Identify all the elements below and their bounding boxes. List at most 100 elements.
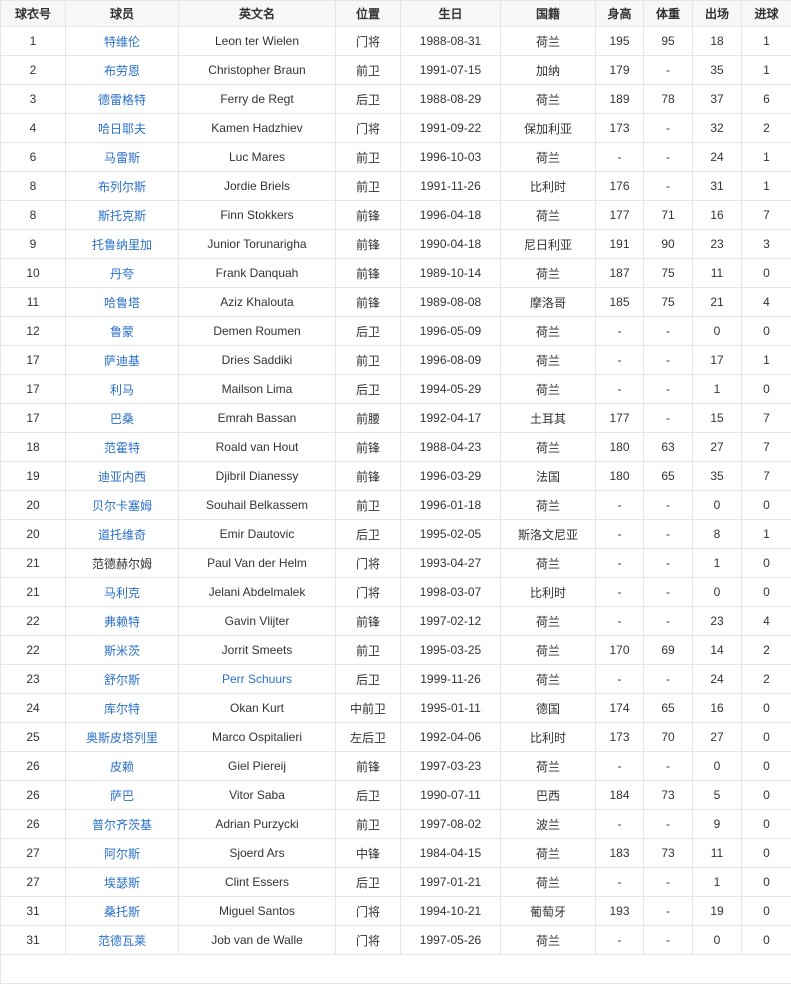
- player-link[interactable]: 阿尔斯: [103, 846, 140, 861]
- player-link[interactable]: 鲁蒙: [109, 324, 134, 339]
- table-row: 21 范德赫尔姆 Paul Van der Helm 门将 1993-04-27 荷兰 - -…: [0, 548, 791, 578]
- cell-player: 奥斯皮塔列里: [65, 722, 179, 752]
- cell-text: 174: [609, 701, 630, 715]
- cell-text: 前卫: [355, 817, 380, 832]
- table-row: 3 德雷格特 Ferry de Regt 后卫 1988-08-29 荷兰 189 78 37 6: [0, 84, 791, 114]
- cell-appearances: 27: [692, 432, 742, 462]
- cell-text: 23: [710, 614, 724, 628]
- cell-text: 37: [710, 92, 724, 106]
- player-link[interactable]: 丹夸: [109, 266, 134, 281]
- player-link[interactable]: 布劳恩: [103, 63, 140, 78]
- cell-text: 荷兰: [535, 324, 560, 339]
- cell-text: 1991-07-15: [419, 63, 482, 77]
- player-link[interactable]: 贝尔卡塞姆: [91, 498, 152, 513]
- player-link[interactable]: 特维伦: [103, 34, 140, 49]
- player-link[interactable]: 奥斯皮塔列里: [85, 730, 158, 745]
- cell-number: 10: [0, 258, 66, 288]
- player-link[interactable]: 埃瑟斯: [103, 875, 140, 890]
- cell-text: Souhail Belkassem: [205, 498, 309, 512]
- player-link[interactable]: 库尔特: [103, 701, 140, 716]
- cell-goals: 0: [741, 316, 791, 346]
- cell-text: Giel Piereij: [227, 759, 287, 773]
- cell-text: -: [617, 585, 622, 599]
- cell-appearances: 16: [692, 693, 742, 723]
- cell-text: 75: [661, 295, 675, 309]
- cell-text: 7: [763, 208, 770, 222]
- player-link[interactable]: 桑托斯: [103, 904, 140, 919]
- cell-position: 门将: [335, 26, 401, 56]
- cell-text: -: [617, 614, 622, 628]
- cell-position: 前卫: [335, 171, 401, 201]
- cell-birthday: 1997-08-02: [400, 809, 501, 839]
- player-link[interactable]: 托鲁纳里加: [91, 237, 152, 252]
- player-link[interactable]: 巴桑: [109, 411, 134, 426]
- cell-weight: -: [643, 345, 693, 375]
- cell-appearances: 19: [692, 896, 742, 926]
- player-link[interactable]: 利马: [109, 382, 134, 397]
- player-link[interactable]: 范德瓦莱: [97, 933, 146, 948]
- cell-weight: -: [643, 925, 693, 955]
- player-link[interactable]: 德雷格特: [97, 92, 146, 107]
- cell-text: 0: [763, 933, 770, 947]
- cell-text: 摩洛哥: [529, 295, 566, 310]
- header-nationality: 国籍: [500, 0, 596, 27]
- cell-text: 后卫: [355, 92, 380, 107]
- table-row: 22 弗赖特 Gavin Vlijter 前锋 1997-02-12 荷兰 - - 23 4: [0, 606, 791, 636]
- cell-birthday: 1996-03-29: [400, 461, 501, 491]
- cell-appearances: 21: [692, 287, 742, 317]
- cell-player: 库尔特: [65, 693, 179, 723]
- cell-player: 弗赖特: [65, 606, 179, 636]
- player-link[interactable]: 皮赖: [109, 759, 134, 774]
- cell-text: 17: [26, 382, 40, 396]
- cell-text: -: [666, 672, 670, 686]
- player-link[interactable]: 哈日耶夫: [97, 121, 146, 136]
- player-link[interactable]: Perr Schuurs: [221, 672, 293, 686]
- cell-weight: 70: [643, 722, 693, 752]
- player-link[interactable]: 普尔齐茨基: [91, 817, 152, 832]
- cell-text: 25: [26, 730, 40, 744]
- cell-text: 1989-10-14: [419, 266, 482, 280]
- cell-text: 69: [661, 643, 675, 657]
- cell-text: 195: [609, 34, 630, 48]
- player-link[interactable]: 萨巴: [109, 788, 134, 803]
- cell-number: 20: [0, 490, 66, 520]
- player-link[interactable]: 布列尔斯: [97, 179, 146, 194]
- cell-height: -: [595, 548, 644, 578]
- cell-nationality: 荷兰: [500, 142, 596, 172]
- cell-height: 195: [595, 26, 644, 56]
- cell-birthday: 1988-04-23: [400, 432, 501, 462]
- cell-player: 托鲁纳里加: [65, 229, 179, 259]
- player-link[interactable]: 迪亚内西: [97, 469, 146, 484]
- cell-number: 26: [0, 809, 66, 839]
- player-link[interactable]: 弗赖特: [103, 614, 140, 629]
- cell-height: 185: [595, 287, 644, 317]
- cell-position: 前锋: [335, 432, 401, 462]
- player-link[interactable]: 马雷斯: [103, 150, 140, 165]
- cell-text: 193: [609, 904, 630, 918]
- cell-text: 荷兰: [535, 353, 560, 368]
- cell-text: 后卫: [355, 788, 380, 803]
- player-link[interactable]: 哈鲁塔: [103, 295, 140, 310]
- player-link[interactable]: 舒尔斯: [103, 672, 140, 687]
- cell-english-name: Okan Kurt: [178, 693, 336, 723]
- player-link[interactable]: 范霍特: [103, 440, 140, 455]
- player-link[interactable]: 萨迪基: [103, 353, 140, 368]
- player-link[interactable]: 道托维奇: [97, 527, 146, 542]
- cell-text: 1: [763, 527, 770, 541]
- cell-english-name: Sjoerd Ars: [178, 838, 336, 868]
- cell-text: 75: [661, 266, 675, 280]
- header-position: 位置: [335, 0, 401, 27]
- cell-text: 前锋: [355, 208, 380, 223]
- player-link[interactable]: 斯米茨: [103, 643, 140, 658]
- cell-position: 前锋: [335, 751, 401, 781]
- cell-text: 前卫: [355, 150, 380, 165]
- cell-height: 189: [595, 84, 644, 114]
- cell-text: 前锋: [355, 469, 380, 484]
- table-row: 23 舒尔斯 Perr Schuurs 后卫 1999-11-26 荷兰 - - 24 2: [0, 664, 791, 694]
- player-link[interactable]: 斯托克斯: [97, 208, 146, 223]
- table-row: 11 哈鲁塔 Aziz Khalouta 前锋 1989-08-08 摩洛哥 185 75 21…: [0, 287, 791, 317]
- player-link[interactable]: 马利克: [103, 585, 140, 600]
- cell-text: 范德赫尔姆: [91, 556, 152, 571]
- cell-text: 加纳: [535, 63, 560, 78]
- cell-text: Aziz Khalouta: [220, 295, 294, 309]
